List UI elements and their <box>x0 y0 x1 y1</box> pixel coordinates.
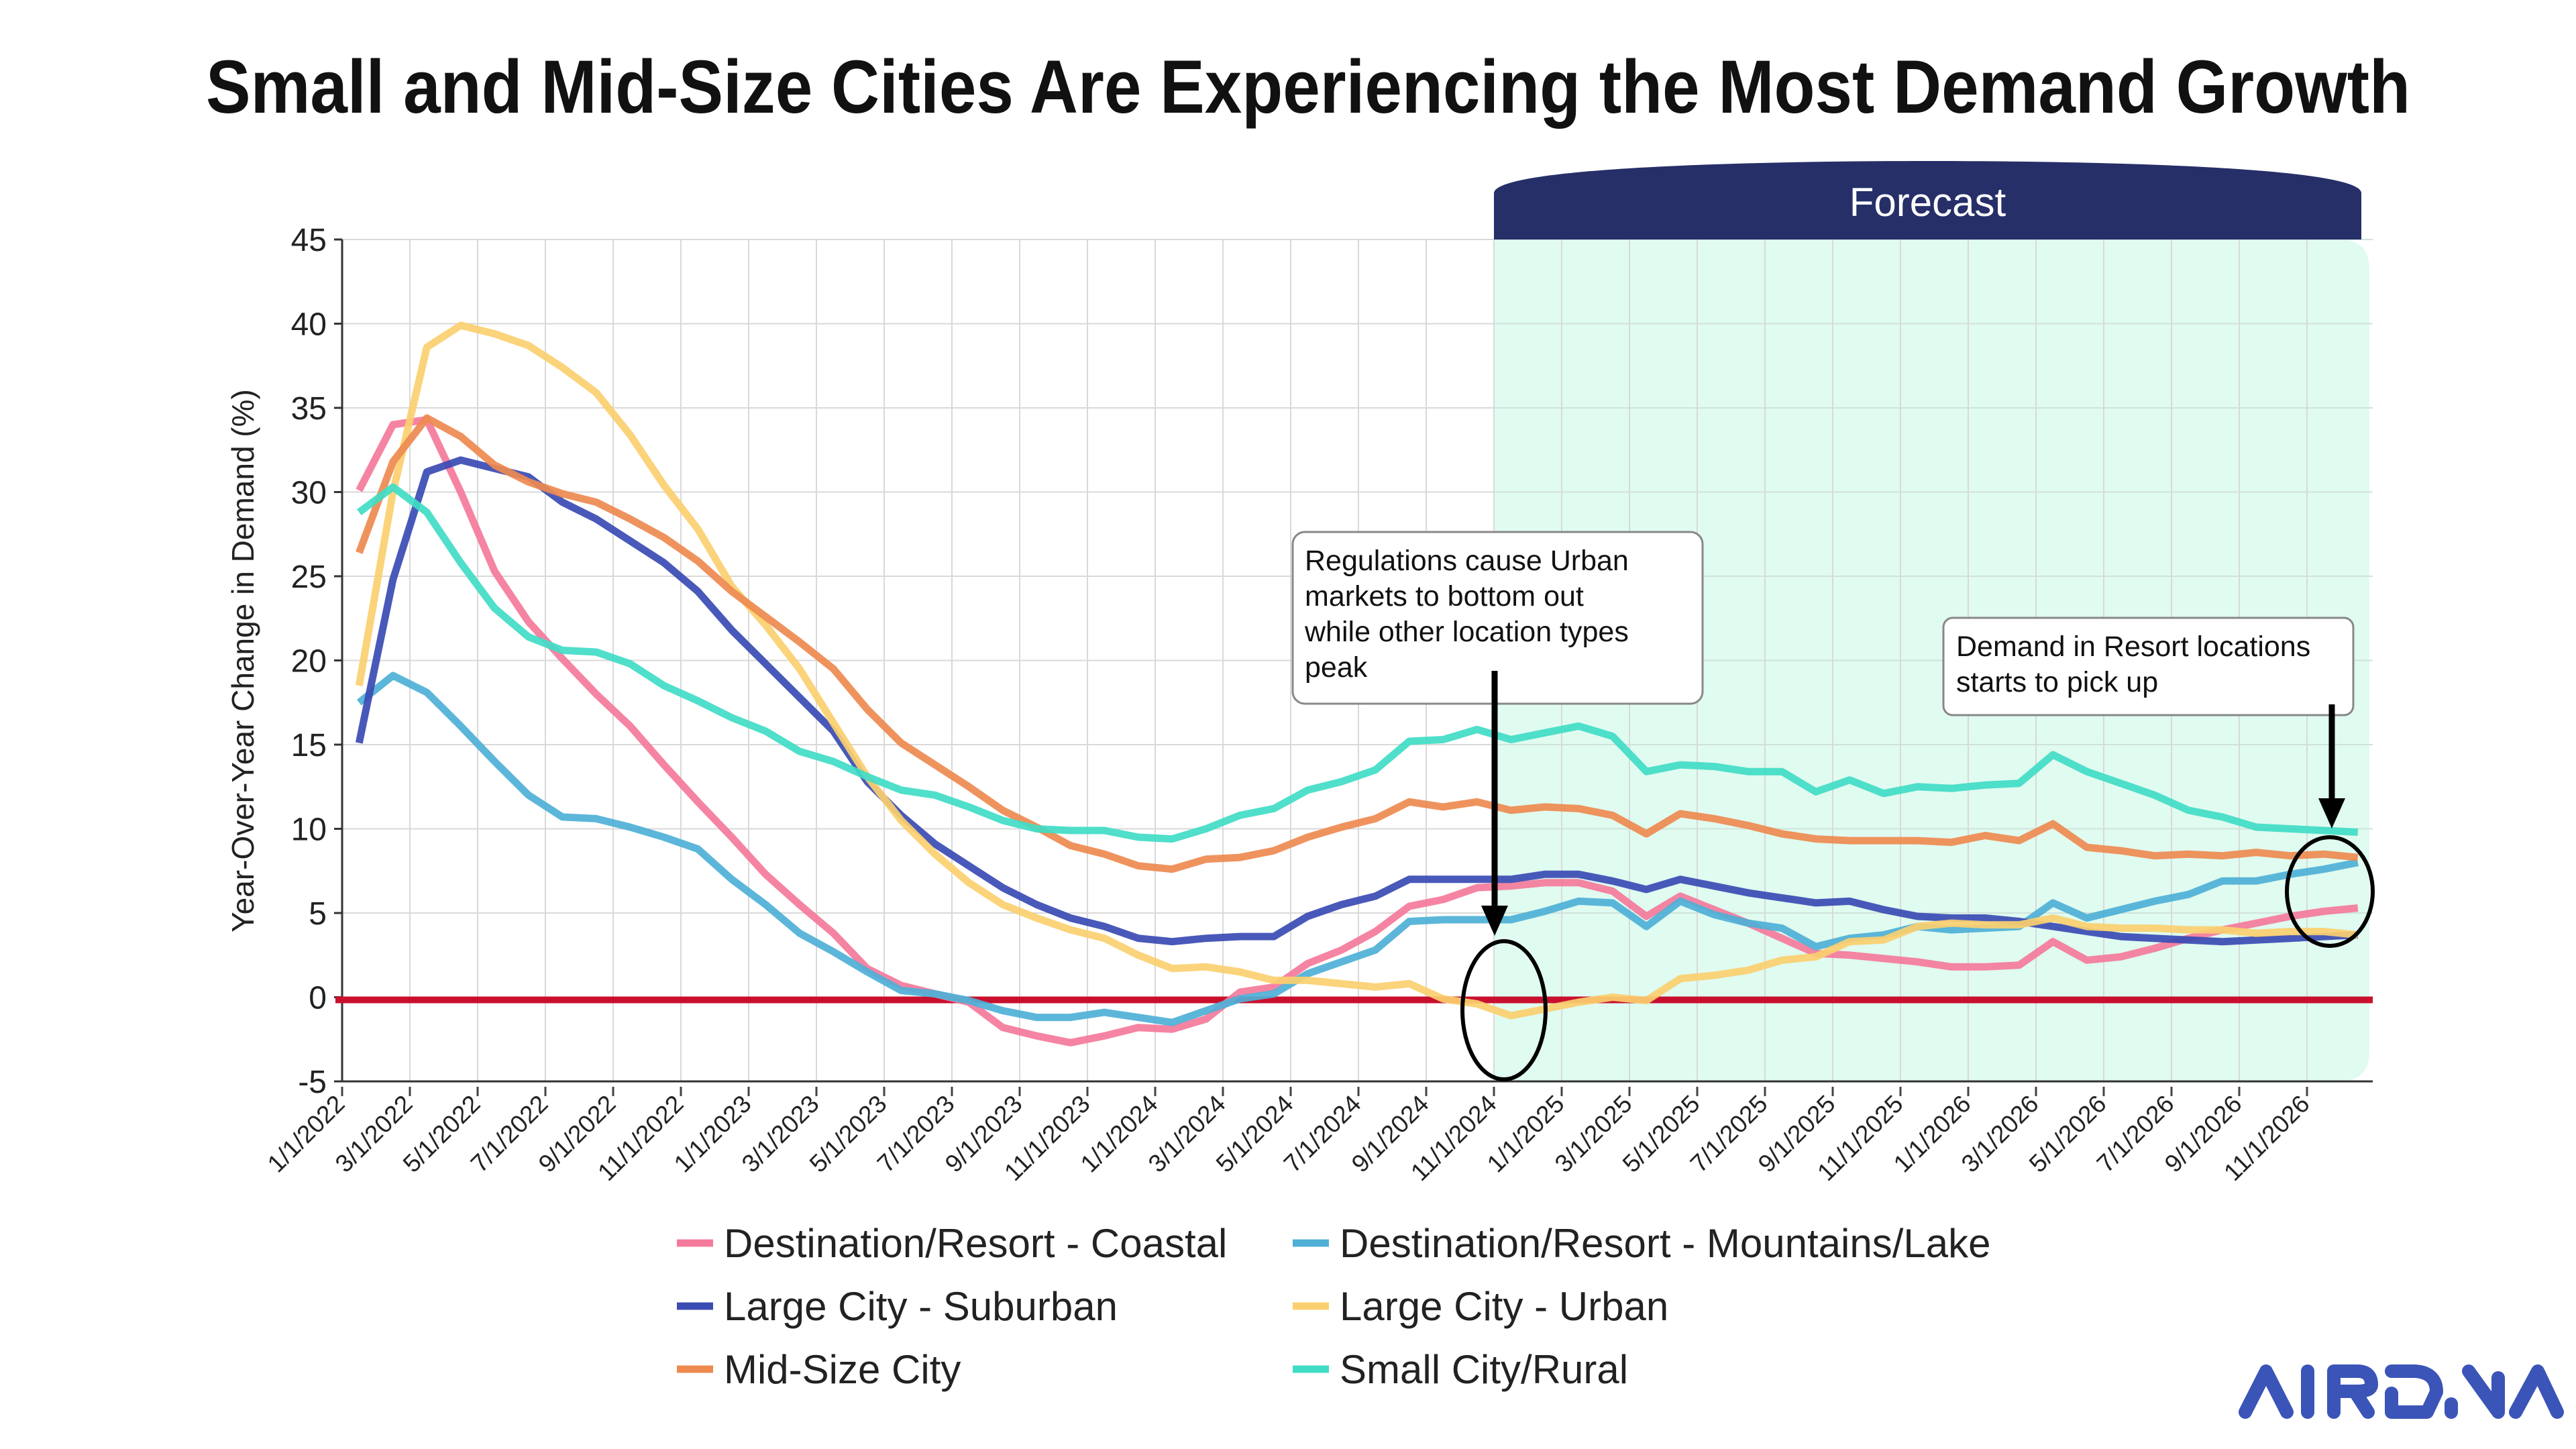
arrow-down-icon <box>2318 798 2345 828</box>
legend-item-label: Destination/Resort - Coastal <box>724 1221 1227 1266</box>
annotation-line: peak <box>1305 651 1368 684</box>
y-tick-label: 40 <box>291 307 327 343</box>
y-tick-label: 45 <box>291 223 327 258</box>
y-axis-label: Year-Over-Year Change in Demand (%) <box>225 389 260 932</box>
series-line-mid-size-city <box>356 414 2359 873</box>
y-tick-label: 30 <box>291 476 327 511</box>
highlight-ellipse <box>2285 835 2375 948</box>
annotation-resort: Demand in Resort locations starts to pic… <box>1942 616 2375 948</box>
forecast-label: Forecast <box>1849 180 2006 225</box>
legend: Destination/Resort - Coastal Destination/… <box>677 1221 1991 1392</box>
annotation-line: markets to bottom out <box>1305 580 1584 612</box>
annotation-line: Regulations cause Urban <box>1305 545 1629 577</box>
legend-item-label: Mid-Size City <box>724 1347 961 1392</box>
highlight-ellipse <box>1460 939 1548 1081</box>
arrow-down-icon <box>1481 906 1508 936</box>
series-line-small-city-rural <box>357 483 2359 843</box>
y-tick-label: 25 <box>291 559 327 595</box>
annotation-line: Demand in Resort locations <box>1956 631 2310 663</box>
annotation-box <box>1942 616 2355 716</box>
forecast-banner <box>1494 161 2361 239</box>
legend-item-label: Small City/Rural <box>1340 1347 1628 1392</box>
chart-title: Small and Mid-Size Cities Are Experienci… <box>206 45 2410 129</box>
legend-item-label: Large City - Suburban <box>724 1284 1118 1329</box>
y-tick-label: 15 <box>291 728 327 763</box>
y-tick-label: 35 <box>291 391 327 427</box>
series-line-large-city-urban <box>355 321 2359 1020</box>
y-tick-label: 20 <box>291 644 327 680</box>
axes <box>334 238 2373 1096</box>
annotation-regulations: Regulations cause Urban markets to botto… <box>1291 531 1704 1081</box>
annotation-line: while other location types <box>1304 616 1629 648</box>
y-tick-label: 10 <box>291 812 327 848</box>
y-tick-label: 5 <box>309 896 327 932</box>
series-line-destination-resort-coastal <box>356 416 2359 1046</box>
series-lines <box>355 321 2359 1046</box>
annotation-line: starts to pick up <box>1956 666 2158 698</box>
y-tick-label: 0 <box>309 981 327 1016</box>
legend-item-label: Destination/Resort - Mountains/Lake <box>1340 1221 1991 1266</box>
legend-item-label: Large City - Urban <box>1340 1284 1668 1329</box>
airdna-logo <box>2239 1364 2564 1419</box>
y-tick-labels: -5 0 5 10 15 20 25 30 35 40 45 <box>291 223 327 1100</box>
x-tick-labels: 1/1/20223/1/20225/1/20227/1/20229/1/2022… <box>262 1090 2315 1186</box>
y-tick-label: -5 <box>298 1065 327 1100</box>
